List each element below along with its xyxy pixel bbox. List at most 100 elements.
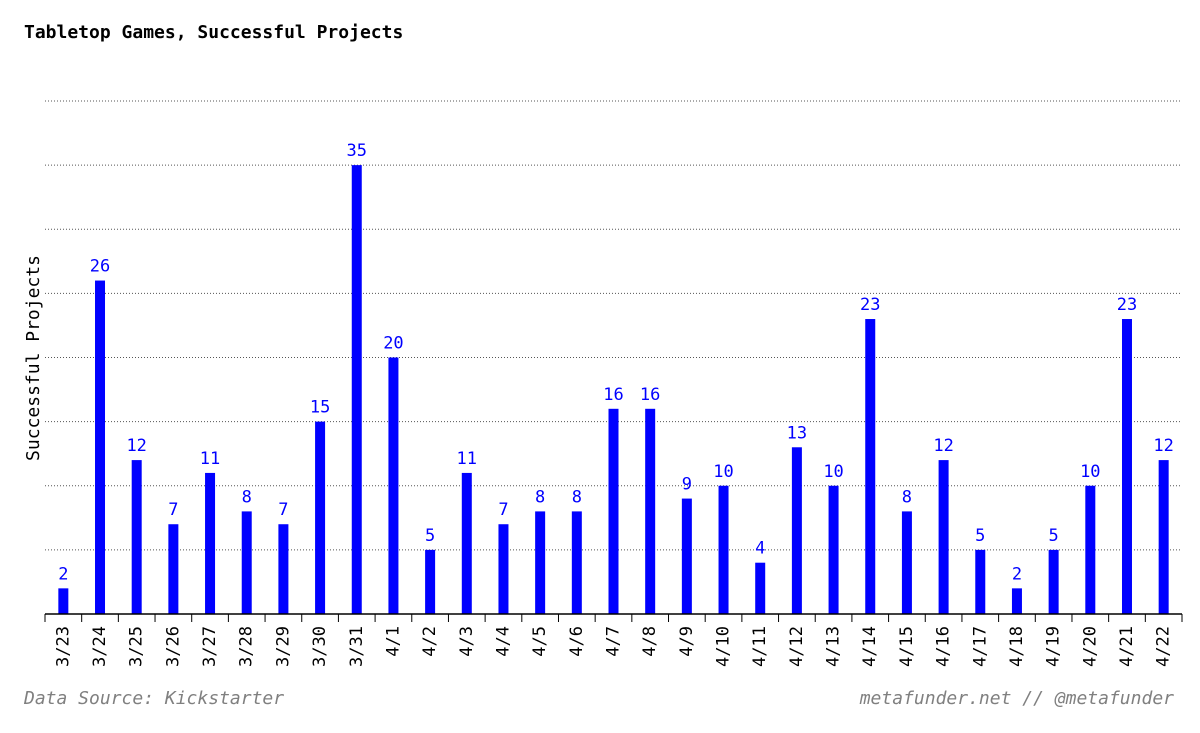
data-label: 2	[1012, 564, 1022, 584]
x-tick-label: 3/25	[127, 626, 147, 667]
bar	[1121, 319, 1132, 614]
x-tick-label: 4/17	[970, 626, 990, 667]
bar	[58, 588, 69, 614]
bar	[95, 280, 106, 614]
bar	[718, 485, 729, 614]
bar	[168, 524, 179, 614]
data-label: 7	[498, 500, 508, 520]
x-tick-label: 4/8	[640, 626, 660, 657]
data-label: 35	[347, 141, 367, 161]
data-label: 5	[425, 526, 435, 546]
bars	[58, 165, 1169, 614]
x-tick-label: 4/7	[604, 626, 624, 657]
x-tick-label: 3/28	[237, 626, 257, 667]
x-tick-label: 4/10	[714, 626, 734, 667]
bar	[1158, 460, 1169, 614]
x-tick-label: 4/1	[383, 626, 403, 657]
data-label: 10	[823, 462, 843, 482]
bar	[535, 511, 546, 614]
bar	[278, 524, 289, 614]
bar	[608, 408, 619, 614]
x-tick-label: 4/21	[1117, 626, 1137, 667]
bar	[975, 549, 986, 614]
bar	[498, 524, 509, 614]
data-label: 10	[713, 462, 733, 482]
x-tick-label: 4/13	[824, 626, 844, 667]
data-label: 15	[310, 398, 330, 418]
bar	[461, 472, 472, 614]
data-label: 16	[603, 385, 623, 405]
bar	[241, 511, 252, 614]
bar	[315, 421, 326, 614]
x-tick-label: 4/20	[1080, 626, 1100, 667]
data-source-note: Data Source: Kickstarter	[24, 688, 285, 709]
data-label: 7	[168, 500, 178, 520]
data-label: 16	[640, 385, 660, 405]
x-tick-label: 4/4	[493, 626, 513, 657]
data-label: 26	[90, 257, 110, 277]
bar	[938, 460, 949, 614]
data-label: 4	[755, 539, 765, 559]
x-tick-label: 4/6	[567, 626, 587, 657]
data-label: 13	[787, 423, 807, 443]
bar	[388, 357, 399, 614]
gridlines	[45, 100, 1182, 551]
data-label: 11	[457, 449, 477, 469]
bar	[351, 165, 362, 614]
bar	[1011, 588, 1022, 614]
x-tick-label: 3/24	[90, 626, 110, 667]
x-tick-label: 3/23	[53, 626, 73, 667]
x-tick-label: 3/30	[310, 626, 330, 667]
bar	[755, 562, 766, 614]
x-tick-label: 3/29	[273, 626, 293, 667]
bar	[205, 472, 216, 614]
data-label: 20	[383, 334, 403, 354]
y-axis-label: Successful Projects	[23, 255, 44, 461]
bar	[901, 511, 912, 614]
data-label: 9	[682, 475, 692, 495]
data-label: 5	[1049, 526, 1059, 546]
data-label: 8	[902, 487, 912, 507]
bar	[791, 447, 802, 614]
credit-note: metafunder.net // @metafunder	[859, 688, 1174, 709]
data-label: 23	[860, 295, 880, 315]
x-tick-label: 4/19	[1044, 626, 1064, 667]
x-tick-label: 3/26	[163, 626, 183, 667]
bar	[131, 460, 142, 614]
x-tick-label: 4/14	[860, 626, 880, 667]
data-label: 12	[126, 436, 146, 456]
bar	[828, 485, 839, 614]
x-tick-label: 4/11	[750, 626, 770, 667]
data-label: 12	[933, 436, 953, 456]
data-label: 11	[200, 449, 220, 469]
x-axis: 3/23 3/24 3/25 3/26 3/27 3/28 3/29 3/30 3/31 4/1 4…	[44, 613, 1183, 667]
bar	[865, 319, 876, 614]
data-label: 8	[572, 487, 582, 507]
x-tick-label: 4/15	[897, 626, 917, 667]
data-labels: 2 26 12 7 11 8 7 15 35 20 5 11 7 8 8 16 16 9 10 4 13 10 23 8 12 5…	[58, 141, 1174, 584]
x-tick-label: 4/16	[934, 626, 954, 667]
x-tick-label: 4/22	[1154, 626, 1174, 667]
x-tick-label: 3/31	[347, 626, 367, 667]
chart-title: Tabletop Games, Successful Projects	[24, 22, 404, 43]
data-label: 8	[242, 487, 252, 507]
data-label: 10	[1080, 462, 1100, 482]
x-tick-label: 4/2	[420, 626, 440, 657]
data-label: 2	[58, 564, 68, 584]
data-label: 5	[975, 526, 985, 546]
data-label: 8	[535, 487, 545, 507]
bar	[1048, 549, 1059, 614]
bar	[425, 549, 436, 614]
bar	[681, 498, 692, 614]
x-tick-label: 4/18	[1007, 626, 1027, 667]
bar	[571, 511, 582, 614]
data-label: 12	[1153, 436, 1173, 456]
x-tick-label: 4/5	[530, 626, 550, 657]
bar	[1085, 485, 1096, 614]
bar	[645, 408, 656, 614]
x-tick-label: 4/12	[787, 626, 807, 667]
data-label: 7	[278, 500, 288, 520]
data-label: 23	[1117, 295, 1137, 315]
x-tick-label: 4/9	[677, 626, 697, 657]
